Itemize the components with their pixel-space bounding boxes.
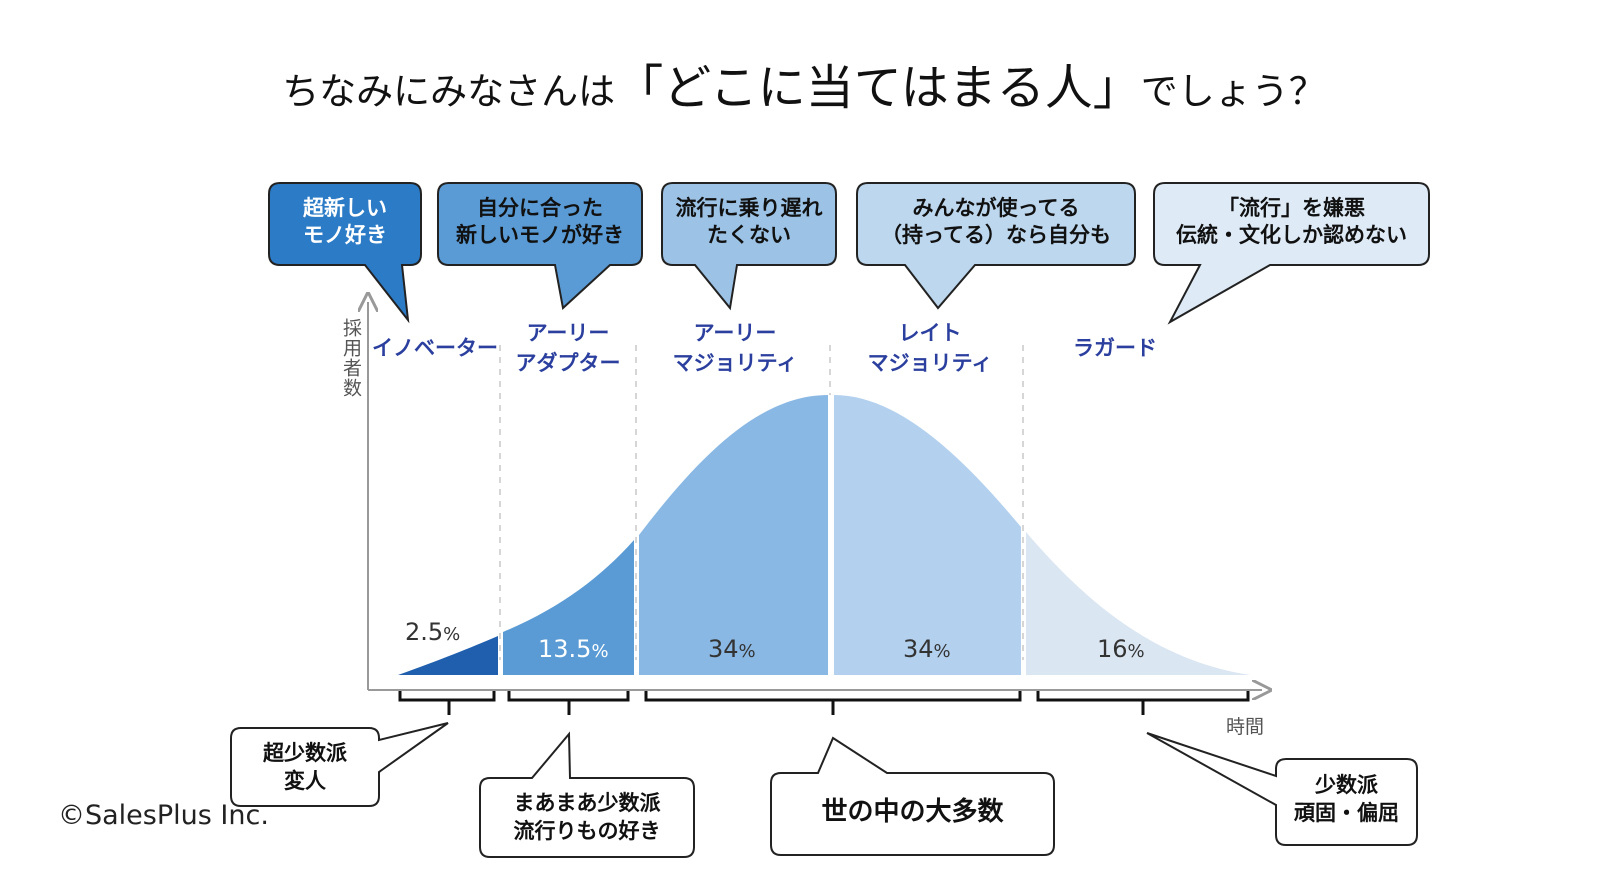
percent-sign: % [1127,641,1145,662]
segment-label-late-majority: レイト マジョリティ [855,318,1005,378]
bubble-late-majority-line1: みんなが使ってる [912,196,1080,220]
callout-innovators-line1: 超少数派 [263,741,347,765]
percent-early-majority-value: 34 [708,635,739,663]
callout-laggards: 少数派 頑固・偏屈 [1276,771,1417,827]
percent-sign: % [933,641,951,662]
bubble-shape-early-majority [661,182,837,311]
bubble-early-adopters: 自分に合った 新しいモノが好き [438,195,642,249]
bubble-early-majority: 流行に乗り遅れ たくない [662,195,836,249]
segment-fill-laggards [1026,532,1250,675]
bubble-shape-innovators [268,182,422,324]
callout-laggards-line1: 少数派 [1315,773,1378,797]
x-axis-label: 時間 [1226,716,1265,738]
title-emphasis: 「どこに当てはまる人」 [615,60,1141,116]
callout-shape-majority [770,736,1055,856]
bubble-innovators-line1: 超新しい [303,196,387,220]
segment-fill-early-adopters [503,540,634,675]
bubble-late-majority: みんなが使ってる （持ってる）なら自分も [857,195,1135,249]
title-prefix: ちなみにみなさんは [282,70,616,113]
percent-early-adopters-value: 13.5 [538,635,592,663]
bubble-early-adopters-line1: 自分に合った [477,196,603,220]
segment-label-late-majority-line2: マジョリティ [867,351,993,375]
bubble-laggards-line1: 「流行」を嫌悪 [1218,196,1365,220]
bracket-majority [644,691,1022,715]
percent-early-majority: 34% [708,635,756,663]
bubble-early-majority-line2: たくない [707,223,791,247]
callout-early-adopters-line1: まあまあ少数派 [513,791,661,815]
percent-late-majority-value: 34 [903,635,934,663]
bubble-early-majority-line1: 流行に乗り遅れ [675,196,823,220]
bubble-shape-late-majority [856,182,1136,310]
callout-laggards-line2: 頑固・偏屈 [1294,801,1399,825]
bracket-innovators [398,691,496,715]
bubble-innovators-line2: モノ好き [303,223,387,247]
callout-majority: 世の中の大多数 [771,798,1054,826]
segment-label-laggards: ラガード [1060,333,1170,363]
percent-sign: % [738,641,756,662]
bubble-shape-early-adopters [437,182,643,310]
bubble-innovators: 超新しい モノ好き [269,195,421,249]
segment-label-early-adopters-line1: アーリー [526,321,610,345]
y-axis-label: 採用者数 [340,318,362,398]
title-suffix: でしょう？ [1140,70,1326,113]
segment-fill-innovators [398,636,498,675]
bubble-laggards-line2: 伝統・文化しか認めない [1176,223,1407,247]
segment-label-innovators: イノベーター [372,333,498,363]
callout-early-adopters: まあまあ少数派 流行りもの好き [480,789,694,845]
callout-early-adopters-line2: 流行りもの好き [513,819,661,843]
segment-label-early-adopters: アーリー アダプター [503,318,633,378]
segment-fill-early-majority [639,395,828,675]
bubble-laggards: 「流行」を嫌悪 伝統・文化しか認めない [1154,195,1429,249]
percent-sign: % [443,624,461,645]
bubble-early-adopters-line2: 新しいモノが好き [456,223,624,247]
percent-laggards-value: 16 [1097,635,1128,663]
segment-fill-late-majority [834,395,1021,675]
percent-innovators-value: 2.5 [405,618,444,646]
percent-laggards: 16% [1097,635,1145,663]
segment-label-early-majority: アーリー マジョリティ [660,318,810,378]
callout-innovators: 超少数派 変人 [231,739,379,795]
segment-label-laggards-line1: ラガード [1073,336,1157,360]
segment-label-early-majority-line1: アーリー [693,321,777,345]
bracket-laggards [1036,691,1250,715]
percent-sign: % [591,641,609,662]
segment-label-early-majority-line2: マジョリティ [672,351,798,375]
callout-majority-line1: 世の中の大多数 [821,797,1004,827]
callout-shape-innovators [230,722,449,807]
percent-late-majority: 34% [903,635,951,663]
percent-early-adopters: 13.5% [538,635,609,663]
segment-label-late-majority-line1: レイト [898,321,962,345]
bubble-shape-laggards [1153,182,1430,325]
bracket-early-adopters [507,691,630,715]
segment-label-early-adopters-line2: アダプター [515,351,621,375]
callout-innovators-line2: 変人 [284,769,326,793]
segment-label-innovators-line1: イノベーター [372,336,498,360]
bubble-late-majority-line2: （持ってる）なら自分も [881,223,1111,247]
copyright: ©SalesPlus Inc. [58,800,269,831]
slide-title: ちなみにみなさんは「どこに当てはまる人」でしょう？ [0,58,1608,129]
percent-innovators: 2.5% [405,618,460,646]
callout-shape-laggards [1146,732,1418,846]
callout-shape-early-adopters [479,731,695,858]
